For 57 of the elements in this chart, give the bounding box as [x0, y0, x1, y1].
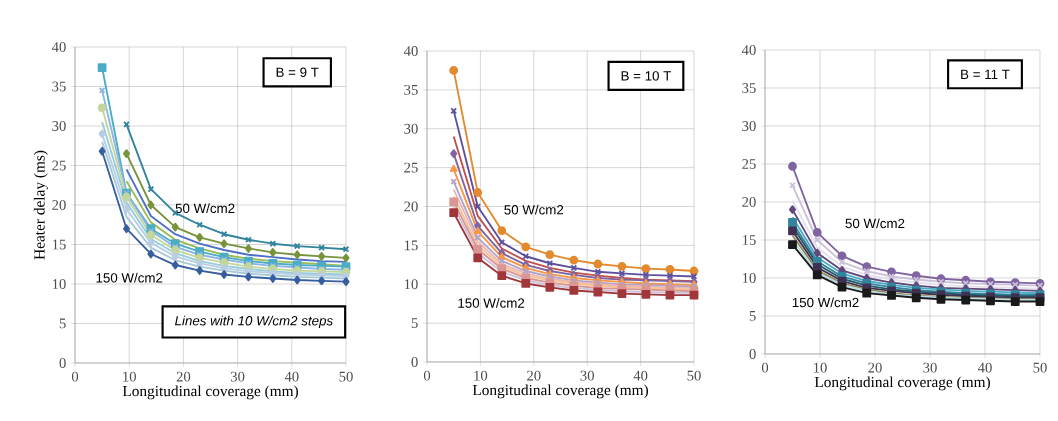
annotation: 150 W/cm2: [458, 298, 525, 308]
annotation: 50 W/cm2: [845, 218, 905, 229]
x-tick-label: 10: [813, 362, 827, 373]
annotation: 150 W/cm2: [96, 272, 163, 283]
y-tick-label: 30: [742, 121, 756, 131]
y-tick-label: 35: [742, 83, 756, 93]
x-axis-title: Longitudinal coverage (mm): [472, 384, 648, 399]
annotation: 50 W/cm2: [175, 203, 235, 214]
y-tick-label: 30: [404, 123, 418, 134]
y-tick-label: 30: [52, 121, 66, 131]
y-tick-label: 15: [52, 239, 66, 250]
x-axis-title: Longitudinal coverage (mm): [814, 376, 990, 391]
x-tick-label: 10: [123, 371, 136, 382]
y-tick-label: 20: [52, 200, 66, 210]
y-tick-label: 35: [52, 81, 66, 92]
x-tick-label: 20: [868, 362, 882, 373]
x-tick-label: 50: [687, 370, 701, 381]
y-tick-label: 10: [742, 273, 756, 283]
y-tick-label: 35: [404, 84, 418, 95]
y-tick-label: 5: [749, 311, 756, 321]
x-tick-label: 50: [339, 371, 353, 382]
x-tick-label: 20: [527, 370, 541, 381]
x-tick-label: 30: [580, 370, 594, 381]
x-tick-label: 0: [423, 370, 431, 381]
annotation: 150 W/cm2: [792, 297, 859, 308]
y-tick-label: 10: [52, 279, 66, 289]
y-tick-label: 20: [404, 201, 418, 212]
x-tick-label: 10: [474, 370, 488, 381]
annotation: 50 W/cm2: [504, 204, 564, 215]
x-tick-label: 30: [230, 371, 245, 382]
annotation: B = 10 T: [621, 71, 672, 81]
annotation: B = 11 T: [961, 69, 1010, 79]
x-tick-label: 30: [923, 362, 937, 373]
y-tick-label: 25: [742, 159, 756, 169]
y-tick-label: 25: [404, 162, 418, 173]
y-tick-label: 10: [404, 279, 418, 290]
x-tick-label: 40: [977, 362, 992, 373]
y-tick-label: 25: [52, 160, 66, 171]
x-tick-label: 20: [176, 371, 191, 382]
y-tick-label: 0: [749, 349, 756, 359]
x-axis-title: Longitudinal coverage (mm): [122, 385, 298, 400]
y-tick-label: 40: [741, 45, 756, 55]
x-tick-label: 40: [284, 371, 299, 382]
annotation: B = 9 T: [276, 67, 319, 77]
y-tick-label: 40: [51, 42, 66, 52]
y-tick-label: 15: [404, 240, 418, 251]
y-axis-title: Heater delay (ms): [33, 150, 48, 260]
x-tick-label: 0: [71, 371, 79, 382]
x-tick-label: 0: [761, 362, 769, 373]
x-tick-label: 40: [633, 370, 648, 381]
y-tick-label: 5: [411, 318, 418, 328]
y-tick-label: 15: [742, 235, 756, 245]
y-tick-label: 5: [59, 318, 66, 329]
x-tick-label: 50: [1033, 362, 1047, 373]
y-tick-label: 20: [742, 197, 756, 207]
annotation: Lines with 10 W/cm2 steps: [175, 315, 333, 329]
y-tick-label: 40: [403, 46, 418, 56]
